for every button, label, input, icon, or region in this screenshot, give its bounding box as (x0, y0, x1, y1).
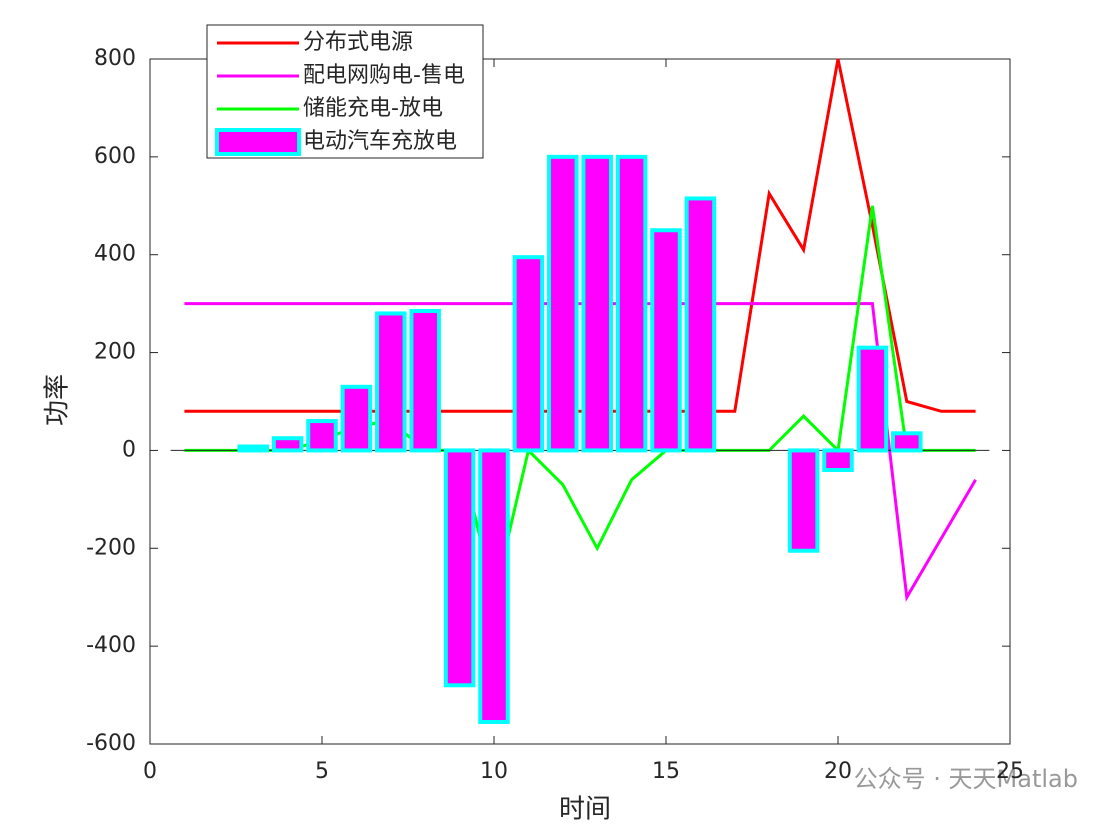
line-series (184, 302, 977, 602)
bar (684, 196, 717, 453)
legend-label: 配电网购电-售电 (303, 63, 465, 88)
y-tick-label: -200 (86, 535, 136, 560)
bar (340, 384, 373, 453)
x-tick-label: 0 (143, 759, 157, 784)
bar (237, 444, 269, 453)
bar (443, 448, 476, 688)
x-tick-label: 25 (996, 759, 1024, 784)
legend-swatch (215, 128, 301, 156)
y-tick-label: 800 (94, 46, 136, 71)
y-tick-label: 200 (94, 340, 136, 365)
y-tick-label: 0 (122, 437, 136, 462)
bar (478, 448, 510, 724)
legend-label: 电动汽车充放电 (303, 129, 457, 154)
y-axis-label: 功率 (43, 374, 73, 426)
bar (375, 311, 407, 453)
x-tick-label: 15 (652, 759, 680, 784)
bar (306, 419, 338, 453)
x-axis-label: 时间 (559, 795, 611, 825)
bar (856, 345, 889, 453)
bar (822, 448, 854, 472)
y-tick-label: 600 (94, 144, 136, 169)
x-tick-label: 5 (315, 759, 329, 784)
line-series (184, 58, 976, 413)
y-tick-label: -600 (86, 731, 136, 756)
legend-label: 储能充电-放电 (303, 96, 443, 121)
bar (547, 154, 579, 453)
bar (409, 308, 441, 453)
bar (650, 228, 682, 453)
x-tick-label: 20 (824, 759, 852, 784)
watermark: 公众号 · 天天Matlab (854, 765, 1078, 793)
x-tick-label: 10 (480, 759, 508, 784)
bar (615, 154, 648, 453)
bar (787, 448, 820, 553)
bar (512, 255, 545, 453)
y-tick-label: 400 (94, 242, 136, 267)
bar (891, 431, 923, 453)
bar (581, 154, 613, 453)
legend-label: 分布式电源 (303, 30, 413, 55)
y-tick-label: -400 (86, 633, 136, 658)
bar (271, 436, 304, 453)
